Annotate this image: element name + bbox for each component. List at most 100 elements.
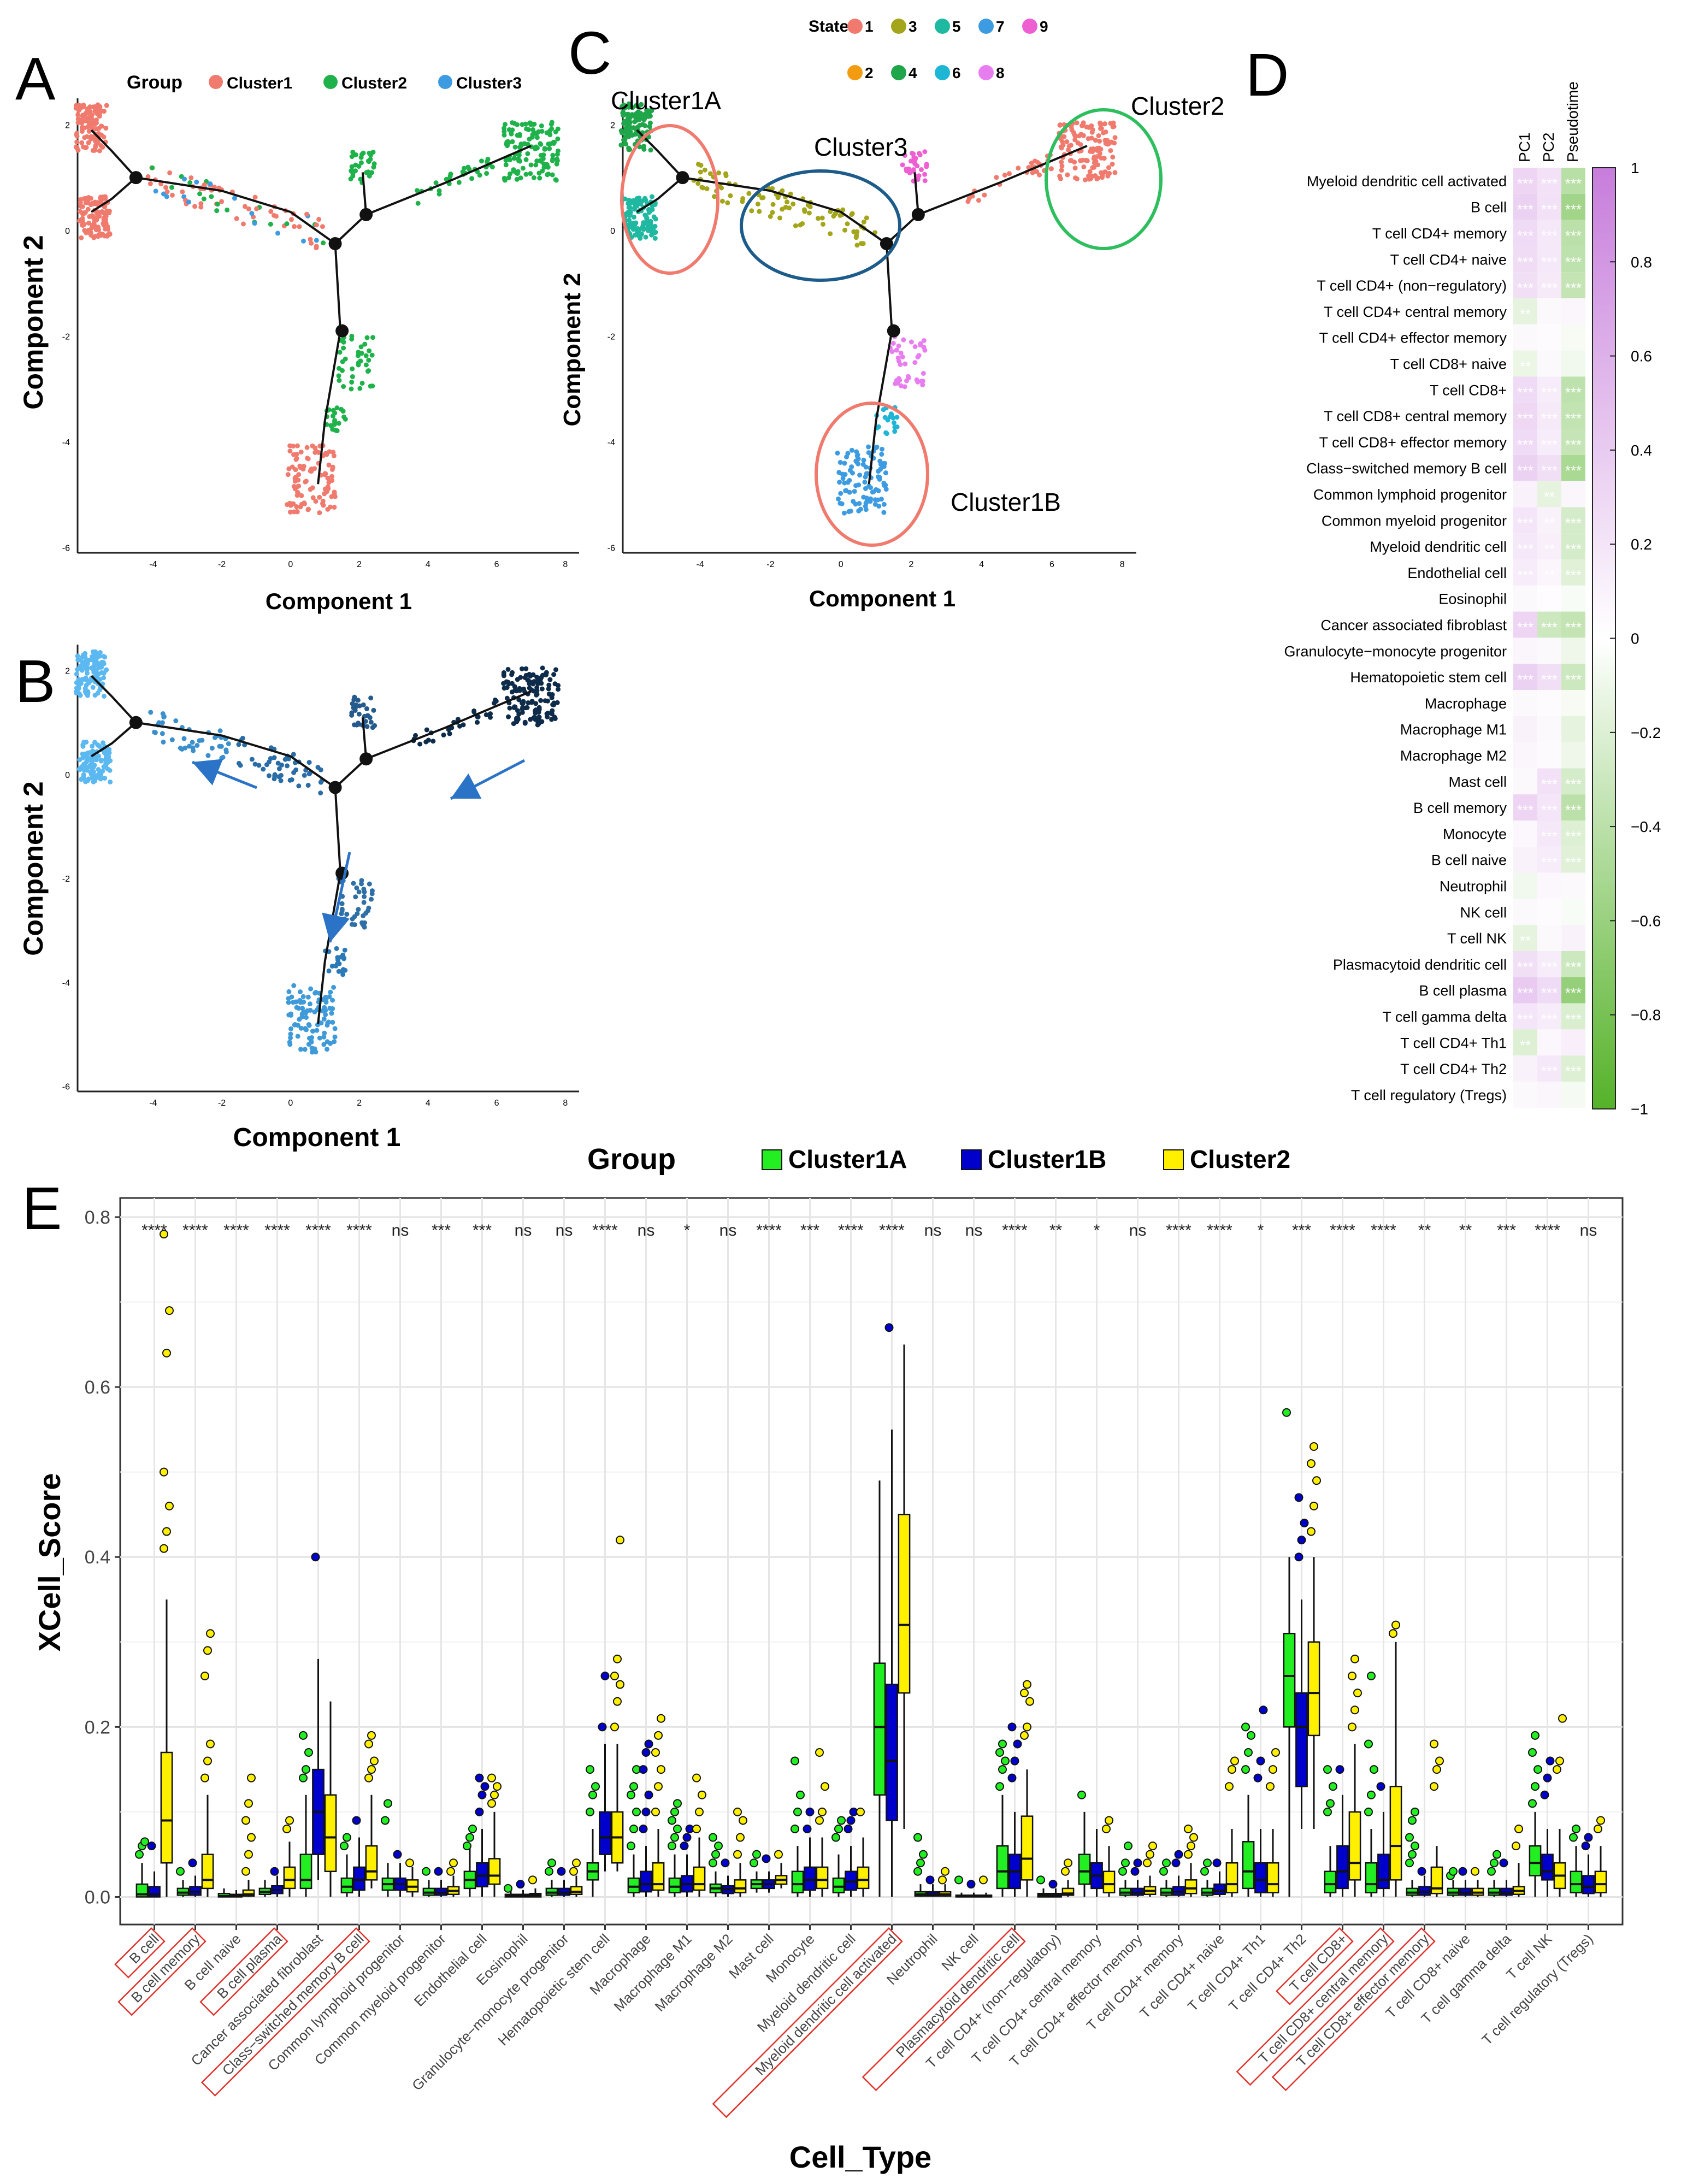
cell-point [908,158,913,164]
panel-c-annotation-cluster2: Cluster2 [1131,92,1224,120]
cell-point [860,462,866,467]
box-outlier [557,1867,566,1876]
heatmap-star: *** [1541,410,1558,427]
box-outlier [1266,1782,1275,1791]
cell-point [851,499,856,504]
cell-point [901,337,906,343]
cell-point [629,221,635,226]
cell-point [76,686,81,691]
cell-point [976,198,981,203]
cell-point [160,711,166,717]
x-tick-label: 0 [839,560,844,569]
cell-point [75,147,81,153]
cell-point [1108,148,1113,154]
significance-label: *** [800,1221,819,1239]
box-outlier [528,1875,537,1885]
cell-point [362,894,367,899]
cell-point [82,659,87,665]
box-outlier [1300,1519,1309,1527]
heatmap-cell [1561,977,1585,1004]
cell-point [108,758,113,764]
cell-point [249,757,255,762]
cell-point [641,146,647,152]
cell-point [254,206,259,211]
cell-point [504,685,510,690]
box [299,1854,312,1890]
cell-point [544,670,549,675]
box-outlier [381,1816,390,1825]
cell-point [847,489,852,495]
cell-point [232,196,237,201]
y-tick-label: -6 [62,1082,70,1091]
cell-point [642,112,647,117]
box-outlier [1310,1501,1318,1510]
box-outlier [547,1858,556,1868]
box-outlier [629,1825,638,1833]
box-outlier [791,1825,799,1833]
cell-point [368,695,374,701]
cell-point [515,708,521,713]
heatmap-row-label: Granulocyte−monocyte progenitor [1284,643,1507,659]
heatmap-cell [1561,168,1585,194]
trajectory-branch [135,176,336,245]
cell-point [364,335,370,340]
cell-point [81,125,87,131]
cell-point [898,383,904,388]
cell-point [842,227,847,233]
box-outlier [925,1875,935,1885]
x-tick-label: 6 [494,560,499,569]
cell-point [534,692,540,697]
cell-point [337,365,342,371]
cell-point [96,214,102,219]
cell-point [519,700,524,706]
cell-point [638,235,643,241]
heatmap-cell [1513,429,1537,455]
state-swatch [935,65,950,80]
box-outlier [1007,1773,1017,1782]
cell-point [340,972,346,977]
cell-point [365,169,371,175]
cell-point [868,485,874,491]
heatmap-star: *** [1565,253,1582,270]
significance-label: **** [346,1221,372,1239]
y-tick-label: -2 [607,332,615,341]
cell-point [264,762,269,768]
heatmap-cell [1513,821,1537,847]
x-tick-label: -4 [149,560,157,569]
branch-node [129,171,143,185]
box-outlier [1594,1825,1602,1833]
box-outlier [487,1773,496,1782]
box-outlier [1405,1858,1414,1868]
cell-point [523,121,528,127]
cell-point [291,501,296,506]
cell-point [547,128,553,133]
cell-point [82,740,88,745]
cell-point [550,158,555,163]
y-tick-label: -2 [62,875,70,884]
cell-point [314,222,319,228]
cell-point [725,200,730,205]
heatmap-cell [1537,768,1561,795]
cell-point [75,657,81,663]
cell-point [621,109,626,115]
heatmap-cell [1513,638,1537,664]
state-swatch [1022,19,1037,34]
x-tick-label: -4 [697,560,704,569]
box-outlier [1471,1867,1479,1876]
heatmap-cell [1537,350,1561,377]
x-tick-label: -2 [218,1099,226,1108]
cell-point [518,675,523,680]
cell-point [294,451,299,457]
cell-point [81,102,86,108]
heatmap-cell [1537,638,1561,664]
cell-point [97,676,103,682]
cell-point [528,162,534,168]
cell-point [287,443,293,448]
box-outlier [270,1867,279,1876]
heatmap-cell [1537,664,1561,690]
cell-point [301,464,306,469]
cell-point [79,235,84,240]
y-tick-label: 0.0 [85,1887,110,1908]
cell-point [85,778,90,783]
significance-label: * [1094,1221,1100,1239]
